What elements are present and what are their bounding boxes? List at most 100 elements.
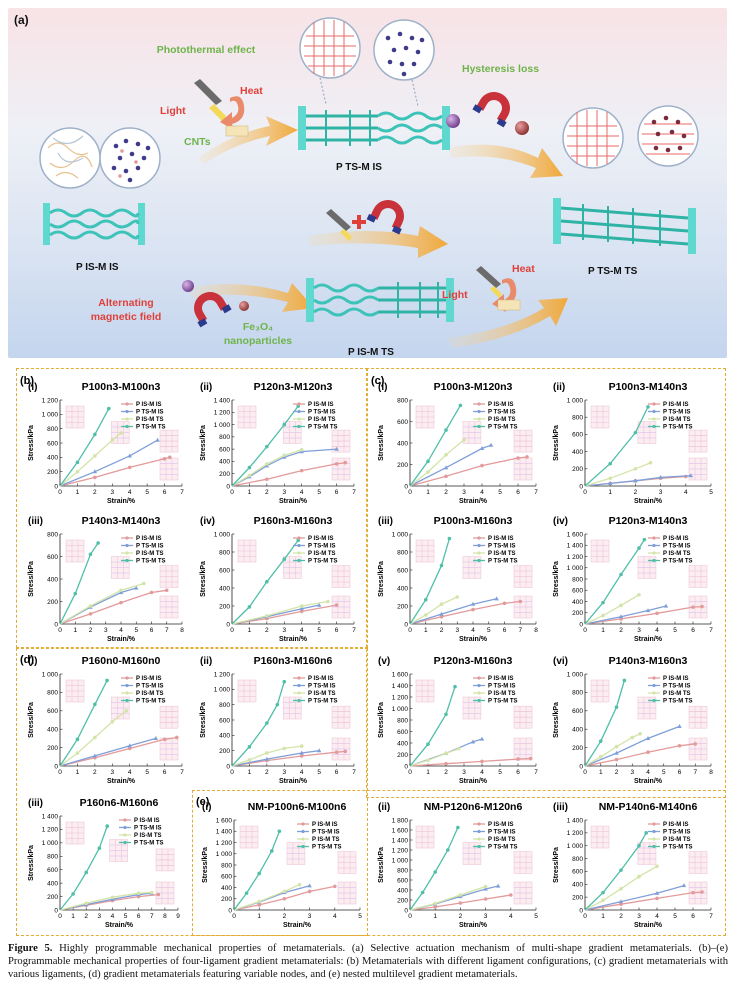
- data-point: [73, 591, 78, 596]
- data-point: [155, 437, 160, 442]
- x-tick-label: 5: [358, 913, 362, 920]
- legend-label: P TS-M IS: [308, 544, 336, 550]
- data-point: [307, 889, 312, 894]
- data-point: [334, 462, 339, 466]
- y-tick-label: 0: [404, 621, 408, 628]
- y-tick-label: 200: [397, 603, 408, 610]
- lattice-schematic-icon: [688, 851, 708, 874]
- y-tick-label: 200: [47, 469, 58, 476]
- legend-marker: [652, 424, 656, 429]
- legend-marker: [297, 676, 301, 680]
- legend-marker: [297, 417, 301, 421]
- x-tick-label: 2: [619, 627, 623, 634]
- x-tick-label: 3: [282, 489, 286, 496]
- y-tick-label: 400: [397, 740, 408, 747]
- data-point: [84, 870, 89, 875]
- series-line-2: [584, 462, 651, 487]
- data-point: [110, 895, 115, 900]
- y-tick-label: 1 600: [567, 531, 584, 538]
- x-tick-label: 0: [408, 489, 412, 496]
- data-point: [423, 597, 428, 602]
- label-pts-mts: P TS-M TS: [588, 266, 638, 277]
- y-tick-label: 1 200: [214, 671, 231, 678]
- x-tick-label: 7: [693, 769, 697, 776]
- series-line-3: [409, 405, 461, 487]
- legend-marker: [477, 543, 481, 548]
- y-tick-label: 1 600: [392, 827, 409, 834]
- series-line-2: [233, 884, 300, 911]
- lattice-schematic-icon: [331, 737, 351, 761]
- arrow-5: [448, 298, 568, 348]
- x-tick-label: 3: [104, 627, 108, 634]
- label-pts-mis: P TS-M IS: [336, 162, 382, 173]
- data-point: [444, 712, 448, 717]
- data-point: [619, 902, 623, 907]
- data-point: [149, 590, 154, 595]
- x-tick-label: 4: [480, 769, 484, 776]
- legend-label: P TS-M IS: [488, 830, 516, 836]
- legend-label: P IS-M TS: [308, 691, 336, 697]
- chart-c3: (iii) P100n3-M160n3 0 1 2 3 4 5 6 7 8 0 200 400 600 800…: [376, 512, 548, 646]
- data-point: [619, 572, 623, 577]
- y-tick-label: 600: [47, 867, 58, 874]
- series-line-2: [584, 594, 640, 625]
- legend-marker: [652, 837, 656, 841]
- data-point: [326, 599, 330, 604]
- x-axis-label: Strain/%: [459, 498, 488, 505]
- legend-marker: [125, 409, 129, 414]
- data-point: [618, 899, 624, 904]
- lattice-schematic-icon: [331, 457, 351, 481]
- lattice-schematic-icon: [590, 679, 610, 703]
- legend-label: P IS-M TS: [136, 417, 164, 423]
- data-point: [439, 602, 444, 606]
- chart-c1: (i) P100n3-M120n3 0 1 2 3 4 5 6 7 0 200 400 600 800 Str…: [376, 378, 548, 508]
- x-tick-label: 0: [583, 913, 587, 920]
- data-point: [444, 453, 448, 457]
- x-tick-label: 1: [76, 769, 80, 776]
- y-tick-label: 1 200: [42, 397, 59, 404]
- legend-label: P IS-M IS: [663, 402, 689, 408]
- legend-marker: [652, 543, 656, 548]
- data-point: [494, 596, 499, 601]
- x-tick-label: 3: [462, 769, 466, 776]
- x-tick-label: 2: [93, 489, 97, 496]
- legend-marker: [477, 424, 481, 429]
- label-heat-top: Heat: [240, 85, 263, 97]
- x-axis-label: Strain/%: [279, 778, 308, 785]
- data-point: [458, 901, 463, 905]
- data-point: [479, 445, 485, 450]
- x-tick-label: 5: [673, 913, 677, 920]
- lattice-schematic-icon: [688, 705, 708, 729]
- x-tick-label: 4: [300, 489, 304, 496]
- y-tick-label: 600: [572, 588, 583, 595]
- data-point: [97, 846, 102, 851]
- y-tick-label: 1 000: [42, 412, 59, 419]
- x-tick-label: 9: [176, 913, 180, 920]
- legend-label: P TS-M TS: [308, 425, 338, 431]
- data-point: [119, 588, 123, 593]
- x-tick-label: 3: [308, 913, 312, 920]
- chart-index-c6: (vi): [553, 656, 568, 667]
- y-tick-label: 0: [228, 907, 232, 914]
- label-hysteresis: Hysteresis loss: [462, 63, 539, 75]
- x-tick-label: 8: [163, 913, 167, 920]
- label-photothermal: Photothermal effect: [157, 44, 256, 56]
- y-tick-label: 600: [397, 729, 408, 736]
- x-tick-label: 5: [317, 627, 321, 634]
- x-tick-label: 2: [444, 489, 448, 496]
- data-point: [619, 886, 623, 891]
- data-point: [658, 475, 663, 479]
- x-tick-label: 1: [248, 627, 252, 634]
- y-tick-label: 1 000: [567, 397, 584, 404]
- y-tick-label: 1 200: [392, 847, 409, 854]
- y-tick-label: 1 400: [567, 543, 584, 550]
- x-tick-label: 0: [58, 627, 62, 634]
- y-tick-label: 800: [47, 531, 58, 538]
- y-tick-label: 0: [579, 621, 583, 628]
- chart-index-e3: (iii): [553, 802, 568, 813]
- x-tick-label: 2: [265, 489, 269, 496]
- chart-title-c1: P100n3-M120n3: [434, 381, 513, 393]
- chart-title-b3: P140n3-M140n3: [82, 515, 161, 527]
- x-tick-label: 4: [655, 627, 659, 634]
- x-tick-label: 3: [282, 769, 286, 776]
